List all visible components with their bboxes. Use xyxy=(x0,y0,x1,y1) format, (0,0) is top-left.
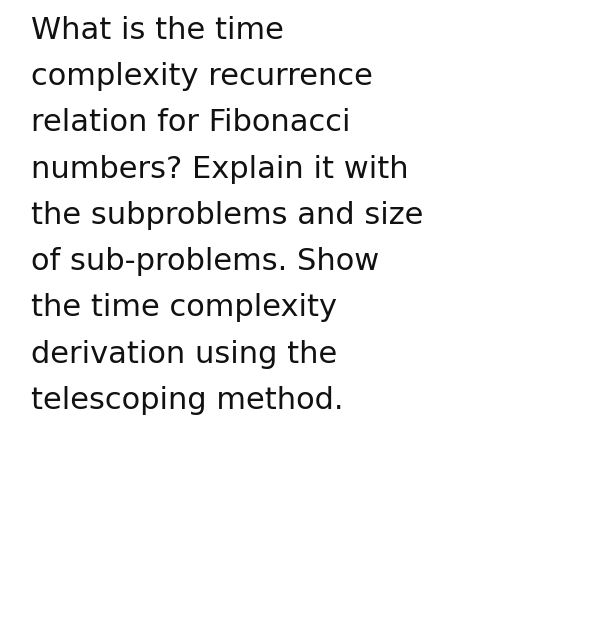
Text: What is the time
complexity recurrence
relation for Fibonacci
numbers? Explain i: What is the time complexity recurrence r… xyxy=(31,16,423,415)
